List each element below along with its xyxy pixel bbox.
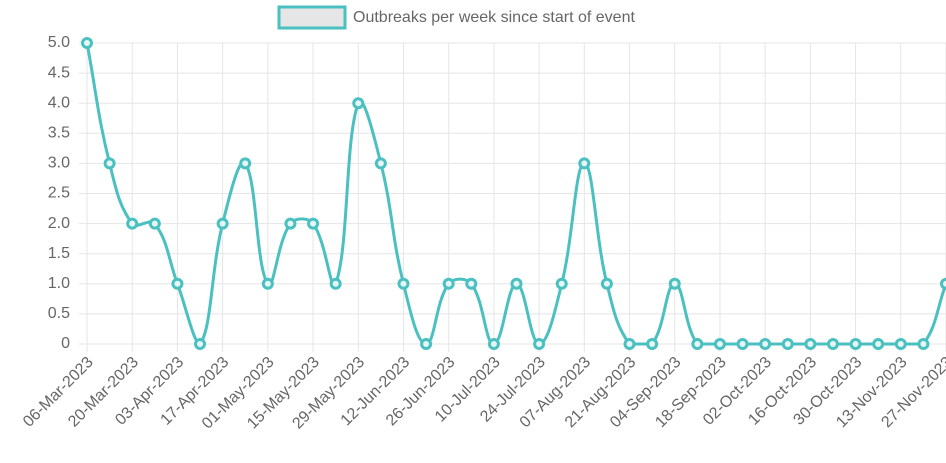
data-point (826, 338, 839, 350)
data-point (239, 157, 252, 170)
data-point (940, 277, 946, 290)
data-point (600, 277, 613, 290)
y-tick-label: 2.0 (48, 215, 70, 232)
data-point (781, 338, 794, 350)
y-tick-label: 0.5 (48, 305, 70, 322)
data-point (352, 97, 365, 110)
data-point (691, 338, 704, 350)
data-point (261, 277, 274, 290)
data-point (307, 217, 320, 230)
data-point (81, 37, 93, 49)
y-tick-label: 4.0 (48, 94, 70, 111)
data-point (420, 338, 433, 350)
y-tick-label: 2.5 (48, 185, 70, 202)
data-point (103, 157, 116, 170)
y-tick-label: 1.5 (48, 245, 70, 262)
y-tick-label: 3.5 (48, 125, 70, 142)
data-point (442, 277, 455, 290)
y-tick-label: 4.5 (48, 64, 70, 81)
data-point (894, 338, 907, 350)
data-point (533, 338, 546, 350)
data-point (849, 338, 862, 350)
legend-swatch (277, 5, 347, 30)
data-point (171, 277, 184, 290)
data-point (646, 338, 659, 350)
data-point (736, 338, 749, 350)
data-point (623, 338, 636, 350)
data-point (578, 157, 591, 170)
data-point (397, 277, 410, 290)
data-point (804, 338, 817, 350)
data-point (668, 277, 681, 290)
data-point (148, 217, 161, 230)
data-point (917, 338, 930, 350)
data-point (487, 338, 500, 350)
data-point (329, 277, 342, 290)
y-tick-label: 1.0 (48, 275, 70, 292)
legend-label: Outbreaks per week since start of event (353, 9, 635, 26)
data-point (374, 157, 387, 170)
data-point (555, 277, 568, 290)
data-point (126, 217, 139, 230)
y-tick-label: 3.0 (48, 155, 70, 172)
data-point (194, 338, 207, 350)
data-point (216, 217, 229, 230)
data-point (759, 338, 772, 350)
y-tick-label: 5.0 (48, 34, 70, 51)
data-point (713, 338, 726, 350)
data-point (510, 277, 523, 290)
y-tick-label: 0 (61, 335, 70, 352)
data-point (465, 277, 478, 290)
data-point (284, 217, 297, 230)
data-point (872, 338, 885, 350)
